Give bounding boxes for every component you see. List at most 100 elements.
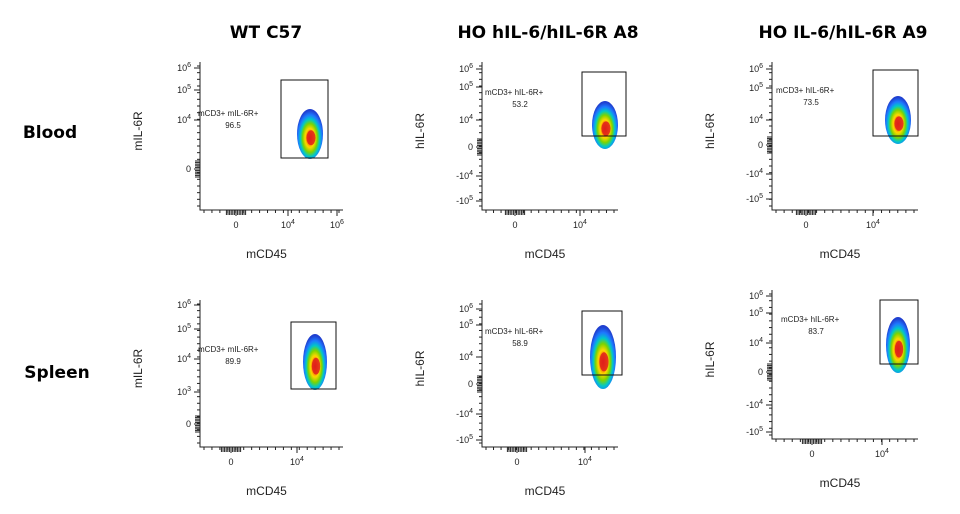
- gate-percent: 83.7: [808, 327, 824, 336]
- y-tick-label: 105: [459, 319, 473, 330]
- y-axis-label: mIL-6R: [131, 348, 145, 388]
- gate-percent: 89.9: [225, 357, 241, 366]
- y-tick-label: 106: [459, 63, 473, 74]
- row-title-blood: Blood: [23, 123, 77, 143]
- axes-frame: [481, 62, 618, 211]
- gate-label: mCD3+ mIL-6R+: [198, 109, 259, 118]
- x-tick-label: 104: [281, 219, 295, 230]
- y-axis-label: hIL-6R: [703, 341, 717, 377]
- y-tick-label: -104: [746, 168, 763, 179]
- panel-spleen-wt-c57: 106 105 104 103 0 0 104 mCD45 mIL-6R mCD3+ mIL-6R…: [131, 299, 343, 498]
- x-tick-label: 104: [290, 456, 304, 467]
- gate-percent: 73.5: [803, 98, 819, 107]
- x-axis-label: mCD45: [525, 247, 566, 261]
- y-tick-label: 106: [177, 62, 191, 73]
- x-tick-label: 0: [514, 457, 519, 467]
- axes-frame: [199, 300, 343, 448]
- x-axis-label: mCD45: [525, 484, 566, 498]
- density-peak: [311, 357, 321, 375]
- y-tick-label: 105: [177, 84, 191, 95]
- y-tick-label: 105: [459, 81, 473, 92]
- plot-panels: 106 105 104 0 0 104 106 mCD45 mIL-6R mCD3+ mIL-6R…: [131, 62, 919, 498]
- y-tick-label: 104: [749, 114, 763, 125]
- y-tick-label: 105: [177, 323, 191, 334]
- y-tick-label: 106: [749, 63, 763, 74]
- x-axis-label: mCD45: [246, 247, 287, 261]
- gate-box: [872, 69, 919, 137]
- y-axis-label: hIL-6R: [703, 113, 717, 149]
- gate-percent: 58.9: [512, 339, 528, 348]
- row-title-spleen: Spleen: [24, 363, 89, 383]
- x-axis-label: mCD45: [820, 247, 861, 261]
- x-tick-label: 0: [803, 220, 808, 230]
- y-tick-label: 106: [177, 299, 191, 310]
- y-tick-label: 105: [749, 307, 763, 318]
- density-peak: [894, 116, 904, 131]
- x-tick-label: 0: [228, 457, 233, 467]
- gate-label: mCD3+ hIL-6R+: [485, 327, 544, 336]
- y-tick-label: 106: [459, 303, 473, 314]
- gate-label: mCD3+ mIL-6R+: [198, 345, 259, 354]
- x-tick-label: 104: [573, 219, 587, 230]
- x-tick-label: 0: [512, 220, 517, 230]
- gate-box: [879, 299, 919, 365]
- panel-spleen-ho-il-6-hil-6r-a9: 106 105 104 0 -104 -105 0 104 mCD45 hIL-6R mCD3+ h…: [703, 290, 919, 490]
- y-tick-label: 0: [758, 367, 763, 377]
- y-axis-label: mIL-6R: [131, 111, 145, 151]
- y-tick-label: 104: [459, 351, 473, 362]
- y-tick-label: 104: [749, 337, 763, 348]
- x-axis-label: mCD45: [246, 484, 287, 498]
- axes-frame: [771, 290, 918, 440]
- y-tick-label: 0: [186, 419, 191, 429]
- x-tick-label: 0: [233, 220, 238, 230]
- y-tick-label: -104: [456, 408, 473, 419]
- gate-box: [280, 79, 329, 159]
- panel-blood-wt-c57: 106 105 104 0 0 104 106 mCD45 mIL-6R mCD3+ mIL-6R…: [131, 62, 344, 261]
- y-tick-label: 0: [468, 142, 473, 152]
- y-tick-label: -104: [456, 170, 473, 181]
- density-peak: [306, 130, 316, 146]
- gate-label: mCD3+ hIL-6R+: [781, 315, 840, 324]
- gate-box: [581, 310, 623, 376]
- y-tick-label: 0: [758, 140, 763, 150]
- axes-frame: [771, 62, 918, 211]
- y-tick-label: -105: [456, 195, 473, 206]
- y-tick-label: 104: [459, 114, 473, 125]
- y-tick-label: 0: [186, 164, 191, 174]
- minor-ticks: [477, 303, 615, 452]
- y-tick-label: 104: [177, 114, 191, 125]
- gate-box: [581, 71, 627, 137]
- gate-percent: 53.2: [512, 100, 528, 109]
- x-tick-label: 104: [578, 456, 592, 467]
- density-peak: [599, 352, 609, 372]
- panel-blood-ho-il-6-hil-6r-a9: 106 105 104 0 -104 -105 0 104 mCD45 hIL-6R mCD3+ h…: [703, 62, 919, 261]
- column-title-ho-a9: HO IL-6/hIL-6R A9: [759, 23, 928, 43]
- minor-ticks: [477, 65, 615, 215]
- x-tick-label: 0: [809, 449, 814, 459]
- x-tick-label: 106: [330, 219, 344, 230]
- gate-box: [290, 321, 337, 390]
- density-peak: [894, 340, 904, 358]
- density-peak: [601, 121, 611, 136]
- y-tick-label: 105: [749, 82, 763, 93]
- y-tick-label: -105: [456, 434, 473, 445]
- y-tick-label: -105: [746, 193, 763, 204]
- column-title-wt-c57: WT C57: [230, 23, 302, 43]
- panel-blood-ho-hil-6-hil-6r-a8: 106 105 104 0 -104 -105 0 104 mCD45 hIL-6R mCD3+ h…: [413, 62, 627, 261]
- y-axis-label: hIL-6R: [413, 350, 427, 386]
- minor-ticks: [767, 65, 915, 215]
- gate-label: mCD3+ hIL-6R+: [485, 88, 544, 97]
- axes-frame: [199, 62, 343, 211]
- y-tick-label: 104: [177, 353, 191, 364]
- y-axis-label: hIL-6R: [413, 113, 427, 149]
- y-tick-label: 106: [749, 290, 763, 301]
- panel-spleen-ho-hil-6-hil-6r-a8: 106 105 104 0 -104 -105 0 104 mCD45 hIL-6R mCD3+ h…: [413, 300, 623, 498]
- y-tick-label: -105: [746, 426, 763, 437]
- x-tick-label: 104: [875, 448, 889, 459]
- minor-ticks: [767, 293, 915, 444]
- y-tick-label: 0: [468, 379, 473, 389]
- column-title-ho-a8: HO hIL-6/hIL-6R A8: [457, 23, 638, 43]
- y-tick-label: 103: [177, 386, 191, 397]
- y-tick-label: -104: [746, 399, 763, 410]
